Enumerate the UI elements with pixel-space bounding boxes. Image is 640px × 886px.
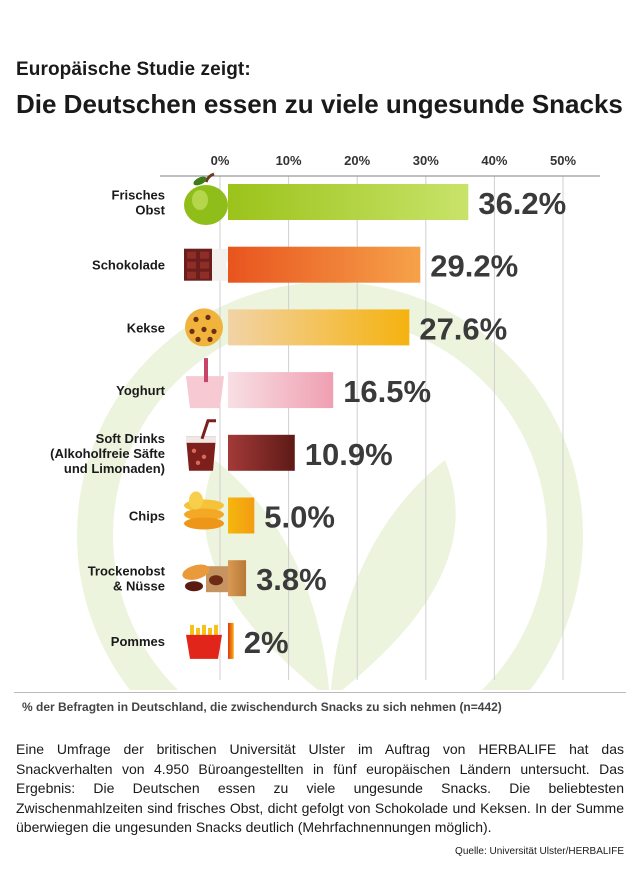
- apple-icon: [184, 172, 228, 225]
- fries-icon: [186, 624, 222, 659]
- value-label: 3.8%: [256, 562, 327, 597]
- bar: [228, 434, 295, 471]
- chips-icon: [184, 491, 224, 530]
- category-label: Obst: [135, 203, 165, 218]
- category-label: und Limonaden): [64, 461, 165, 476]
- value-label: 5.0%: [264, 500, 335, 535]
- category-label: Trockenobst: [88, 564, 166, 579]
- chocolate-icon: [184, 248, 232, 281]
- bar: [228, 622, 234, 659]
- value-label: 29.2%: [430, 249, 518, 284]
- category-label: Frisches: [112, 188, 165, 203]
- value-label: 27.6%: [419, 311, 507, 346]
- category-label: (Alkoholfreie Säfte: [50, 446, 165, 461]
- category-label: Chips: [129, 509, 165, 524]
- bar: [228, 497, 255, 534]
- cookie-icon: [185, 308, 223, 347]
- category-label: Soft Drinks: [96, 431, 165, 446]
- bar-row: Trockenobst& Nüsse 3.8%: [88, 560, 327, 597]
- x-tick-label: 30%: [413, 153, 439, 168]
- x-tick-label: 50%: [550, 153, 576, 168]
- bar: [228, 246, 421, 283]
- bar-row: Yoghurt 16.5%: [116, 358, 431, 409]
- divider: [14, 692, 626, 693]
- footnote: % der Befragten in Deutschland, die zwis…: [22, 700, 502, 714]
- bar: [228, 309, 410, 346]
- value-label: 10.9%: [305, 437, 393, 472]
- value-label: 16.5%: [343, 374, 431, 409]
- category-label: Kekse: [127, 320, 165, 335]
- bar: [228, 184, 469, 220]
- x-tick-label: 0%: [211, 153, 230, 168]
- category-label: & Nüsse: [113, 579, 165, 594]
- bar-row: Kekse 27.6%: [127, 308, 507, 347]
- category-label: Yoghurt: [116, 383, 166, 398]
- bar-chart: 0% 10% 20% 30% 40% 50% Frisches Obst 36.2% Schoko…: [0, 140, 640, 690]
- bar-row: Pommes 2%: [111, 622, 289, 660]
- source-credit: Quelle: Universität Ulster/HERBALIFE: [455, 845, 624, 857]
- bar-row: Schokolade 29.2%: [92, 246, 518, 284]
- x-tick-label: 10%: [276, 153, 302, 168]
- description: Eine Umfrage der britischen Universität …: [16, 740, 624, 861]
- x-tick-label: 20%: [344, 153, 370, 168]
- category-label: Pommes: [111, 634, 165, 649]
- header: Europäische Studie zeigt: Die Deutschen …: [16, 58, 626, 120]
- chart-title: Die Deutschen essen zu viele ungesunde S…: [16, 89, 623, 119]
- chart-subtitle: Europäische Studie zeigt:: [16, 59, 251, 80]
- yoghurt-icon: [186, 358, 224, 409]
- bar: [228, 372, 334, 409]
- dried-fruit-nuts-icon: [182, 564, 230, 593]
- bar-row: Chips 5.0%: [129, 491, 335, 535]
- soft-drink-icon: [186, 419, 216, 471]
- value-label: 36.2%: [478, 186, 566, 221]
- bar: [228, 560, 247, 597]
- value-label: 2%: [244, 625, 289, 660]
- x-tick-label: 40%: [481, 153, 507, 168]
- category-label: Schokolade: [92, 258, 165, 273]
- description-text: Eine Umfrage der britischen Universität …: [16, 741, 624, 835]
